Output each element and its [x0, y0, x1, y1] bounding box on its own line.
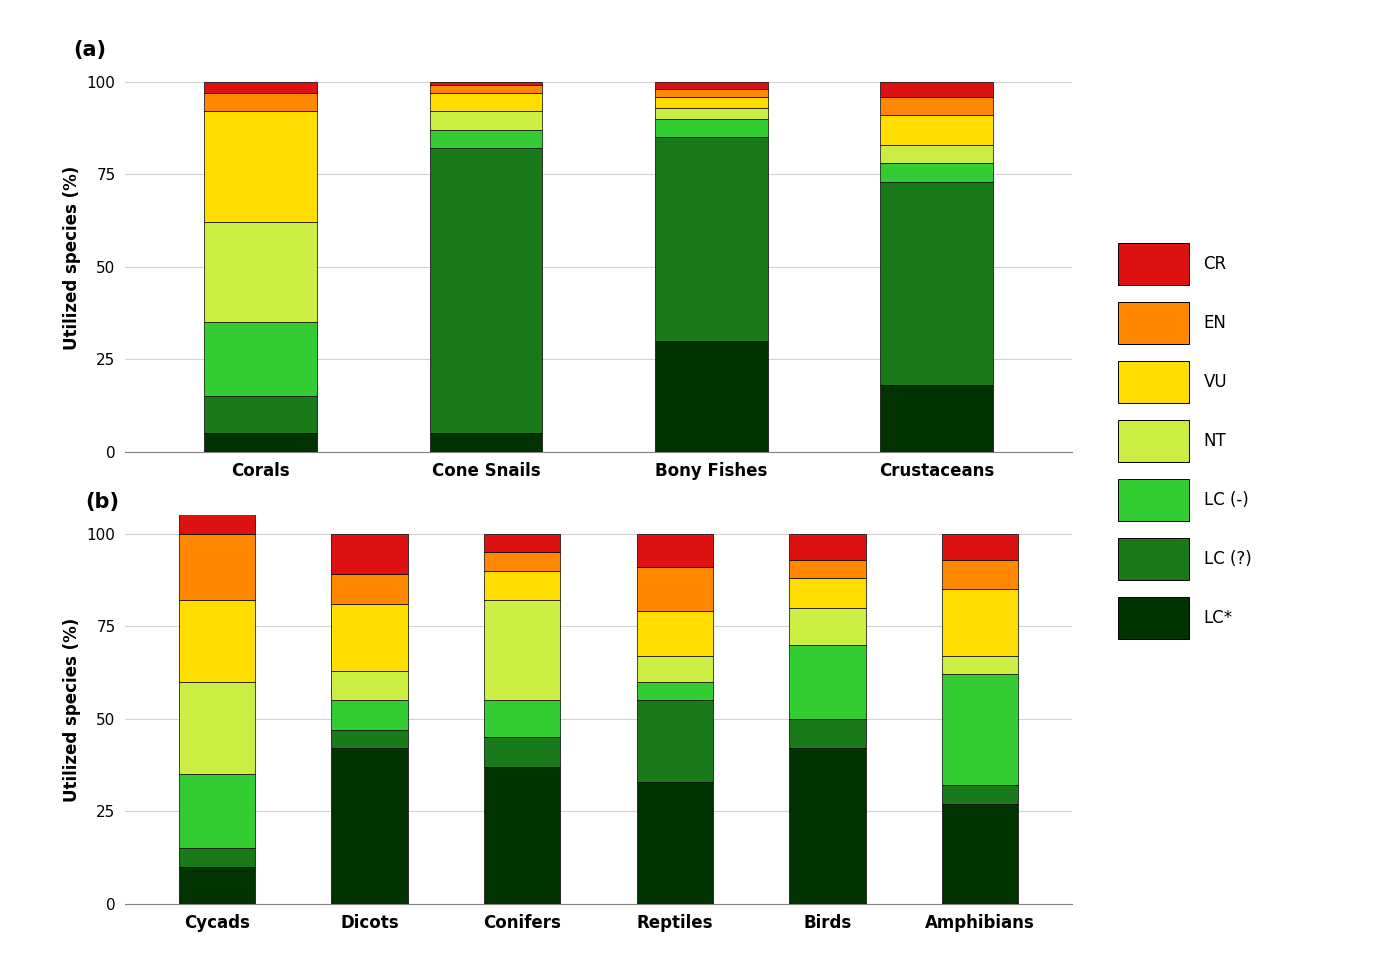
Bar	[880, 385, 992, 452]
Bar	[430, 130, 543, 149]
Bar	[654, 119, 767, 137]
Bar	[1118, 420, 1189, 462]
Bar	[430, 112, 543, 130]
Bar	[789, 719, 866, 748]
Bar	[654, 96, 767, 108]
Bar	[484, 601, 561, 700]
Bar	[430, 434, 543, 452]
Bar	[331, 534, 408, 574]
Bar	[654, 137, 767, 341]
Text: (a): (a)	[74, 40, 106, 60]
Bar	[942, 534, 1019, 560]
Bar	[331, 700, 408, 730]
Bar	[484, 767, 561, 904]
Bar	[484, 552, 561, 571]
Bar	[331, 604, 408, 671]
Bar	[880, 115, 992, 145]
Bar	[205, 397, 317, 434]
Bar	[942, 560, 1019, 589]
Bar	[789, 534, 866, 560]
Bar	[636, 534, 713, 567]
Y-axis label: Utilized species (%): Utilized species (%)	[63, 165, 81, 350]
Bar	[1118, 597, 1189, 639]
Bar	[430, 92, 543, 112]
Bar	[205, 112, 317, 223]
Bar	[789, 748, 866, 904]
Bar	[789, 608, 866, 644]
Bar	[1118, 479, 1189, 521]
Bar	[430, 149, 543, 434]
Text: EN: EN	[1204, 314, 1226, 331]
Text: LC (?): LC (?)	[1204, 550, 1251, 568]
Bar	[654, 341, 767, 452]
Bar	[484, 571, 561, 601]
Bar	[654, 108, 767, 119]
Bar	[654, 82, 767, 89]
Bar	[430, 86, 543, 92]
Bar	[430, 82, 543, 86]
Bar	[178, 681, 255, 775]
Bar	[484, 738, 561, 767]
Y-axis label: Utilized species (%): Utilized species (%)	[63, 617, 81, 802]
Bar	[178, 534, 255, 601]
Bar	[331, 574, 408, 604]
Text: LC (-): LC (-)	[1204, 491, 1249, 509]
Bar	[636, 681, 713, 700]
Bar	[331, 748, 408, 904]
Bar	[880, 145, 992, 163]
Bar	[636, 611, 713, 656]
Bar	[1118, 243, 1189, 285]
Bar	[942, 804, 1019, 904]
Bar	[205, 434, 317, 452]
Bar	[178, 849, 255, 867]
Bar	[1118, 302, 1189, 343]
Bar	[789, 578, 866, 608]
Bar	[880, 96, 992, 115]
Bar	[942, 656, 1019, 675]
Bar	[205, 323, 317, 397]
Bar	[178, 775, 255, 849]
Bar	[654, 89, 767, 96]
Bar	[880, 163, 992, 182]
Text: (b): (b)	[85, 492, 120, 512]
Text: LC*: LC*	[1204, 609, 1233, 627]
Bar	[1118, 361, 1189, 402]
Bar	[636, 656, 713, 681]
Bar	[942, 675, 1019, 785]
Bar	[636, 567, 713, 611]
Bar	[484, 534, 561, 552]
Bar	[205, 92, 317, 112]
Bar	[636, 700, 713, 781]
Bar	[178, 867, 255, 904]
Bar	[205, 223, 317, 323]
Bar	[484, 700, 561, 738]
Bar	[636, 781, 713, 904]
Bar	[942, 785, 1019, 804]
Bar	[880, 82, 992, 96]
Bar	[789, 560, 866, 578]
Bar	[789, 644, 866, 719]
Bar	[178, 601, 255, 681]
Bar	[942, 589, 1019, 656]
Text: NT: NT	[1204, 432, 1226, 450]
Bar	[880, 182, 992, 385]
Bar	[178, 460, 255, 534]
Bar	[331, 730, 408, 748]
Bar	[1118, 538, 1189, 579]
Text: CR: CR	[1204, 255, 1226, 273]
Text: VU: VU	[1204, 373, 1228, 391]
Bar	[331, 671, 408, 700]
Bar	[205, 82, 317, 92]
